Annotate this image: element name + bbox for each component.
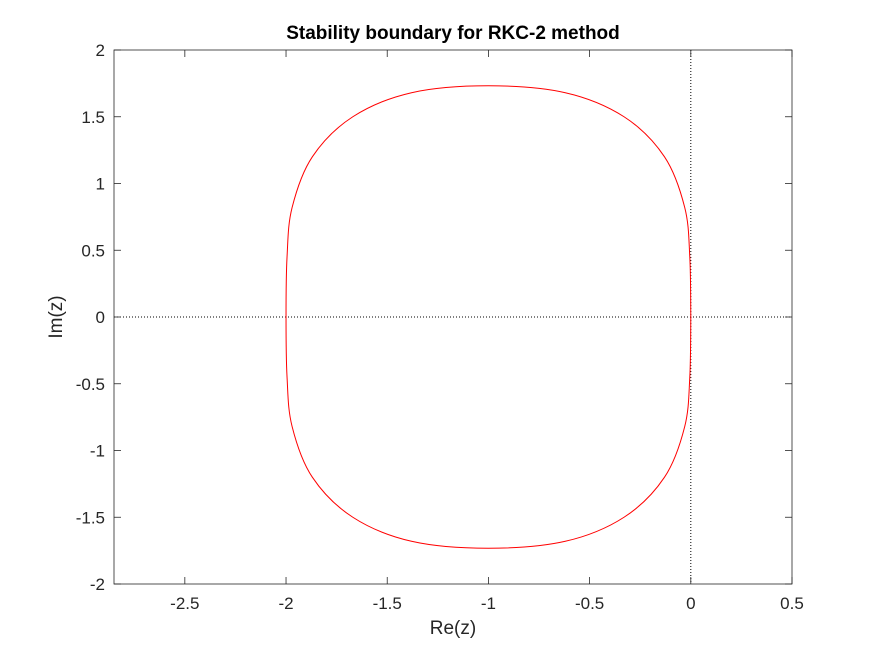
y-tick-label: -0.5 (76, 375, 105, 394)
stability-boundary-curve (285, 85, 692, 549)
chart-title: Stability boundary for RKC-2 method (286, 23, 620, 44)
y-tick-label: -1 (90, 442, 105, 461)
y-axis-ticks: -2 -1.5 -1 -0.5 0 0.5 1 1.5 2 (76, 41, 792, 594)
x-tick-label: -0.5 (575, 594, 604, 613)
x-tick-label: 0.5 (780, 594, 804, 613)
x-tick-label: 0 (686, 594, 695, 613)
y-tick-label: -2 (90, 575, 105, 594)
x-axis-label: Re(z) (430, 618, 476, 639)
x-tick-label: -1 (481, 594, 496, 613)
x-axis-ticks: -2.5 -2 -1.5 -1 -0.5 0 0.5 (170, 50, 804, 613)
y-tick-label: 0 (96, 308, 105, 327)
y-tick-label: -1.5 (76, 508, 105, 527)
y-tick-label: 0.5 (81, 241, 105, 260)
y-tick-label: 1 (96, 175, 105, 194)
x-tick-label: -2.5 (170, 594, 199, 613)
y-axis-label: Im(z) (46, 295, 67, 338)
x-tick-label: -2 (278, 594, 293, 613)
x-tick-label: -1.5 (373, 594, 402, 613)
y-tick-label: 1.5 (81, 108, 105, 127)
series-layer (285, 85, 692, 549)
y-tick-label: 2 (96, 41, 105, 60)
